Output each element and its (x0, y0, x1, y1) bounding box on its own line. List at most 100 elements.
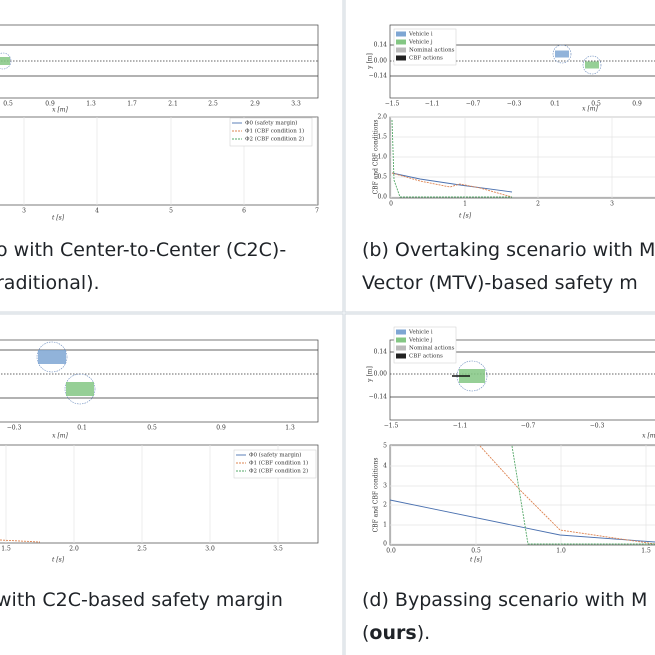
legend-label: Vehicle i (408, 32, 433, 38)
x-tick-label: 0.1 (550, 101, 560, 108)
caption-line: with C2C-based safety margin (0, 589, 283, 611)
legend-swatch (396, 329, 406, 335)
x-tick-label: −0.3 (7, 425, 22, 432)
safety-circle (552, 44, 572, 64)
x-tick-label: 0.5 (591, 101, 601, 108)
legend-label: Nominal actions (409, 48, 455, 54)
legend-swatch (396, 31, 406, 37)
legend-label: Vehicle j (408, 338, 433, 344)
y-tick-label: 0.14 (374, 349, 388, 356)
vehicle (555, 50, 569, 58)
x-tick-label: 1.7 (127, 101, 137, 108)
y-tick-label: 0.00 (374, 58, 388, 65)
x-tick-label: 7 (315, 208, 319, 215)
legend-swatch (396, 337, 406, 343)
curve (479, 445, 655, 545)
x-axis-label: t [s] (52, 215, 65, 222)
legend-swatch (396, 55, 406, 61)
y-tick-label: 0.0 (377, 194, 387, 201)
x-tick-label: 0.5 (147, 425, 157, 432)
vehicle (459, 369, 485, 383)
x-tick-label: 0.9 (632, 101, 642, 108)
safety-circle (36, 341, 68, 373)
curve (391, 172, 513, 193)
legend-label: Vehicle j (408, 40, 433, 46)
x-tick-label: 1.5 (641, 548, 651, 555)
y-tick-label: 1.0 (377, 154, 387, 161)
x-axis-label: x [m] (582, 106, 598, 113)
y-tick-label: 5 (383, 443, 387, 450)
x-tick-label: 2.5 (208, 101, 218, 108)
y-axis-label: CBF and CBF conditions (373, 458, 380, 533)
x-tick-label: 6 (242, 208, 246, 215)
legend-label: CBF actions (409, 354, 443, 360)
x-axis-label: t [s] (470, 557, 483, 564)
x-tick-label: 3.0 (205, 546, 215, 553)
legend-swatch (396, 39, 406, 45)
y-tick-label: 2 (383, 502, 387, 509)
x-tick-label: −0.3 (507, 101, 522, 108)
y-tick-label: 0.5 (377, 174, 387, 181)
y-axis-label: y [m] (367, 366, 374, 383)
x-axis-label: x [m] (52, 433, 68, 440)
plot-frame (389, 444, 655, 546)
x-tick-label: 1 (463, 201, 467, 208)
x-tick-label: 4 (95, 208, 99, 215)
x-tick-label: 0.1 (77, 425, 87, 432)
safety-circle (582, 55, 602, 75)
legend-label: Nominal actions (409, 346, 455, 352)
y-tick-label: 1 (383, 522, 387, 529)
legend-label: Φ1 (CBF condition 1) (249, 460, 308, 467)
y-tick-label: 2.0 (377, 114, 387, 121)
x-axis-label: t [s] (52, 557, 65, 564)
y-tick-label: 0 (383, 541, 387, 548)
vehicle (38, 350, 66, 364)
y-tick-label: 0.00 (374, 371, 388, 378)
plot-frame (389, 116, 655, 199)
x-tick-label: −1.1 (453, 423, 468, 430)
safety-circle (456, 360, 488, 392)
caption-line: (d) Bypassing scenario with M (362, 589, 647, 611)
curve (391, 172, 513, 198)
x-tick-label: 2.5 (137, 546, 147, 553)
legend-label: Φ1 (CBF condition 1) (245, 128, 304, 135)
x-tick-label: 1.0 (556, 548, 566, 555)
x-axis-label: x [m] (52, 107, 68, 114)
x-tick-label: 2.1 (168, 101, 178, 108)
x-tick-label: −0.3 (590, 423, 605, 430)
caption-line: (ours). (362, 622, 430, 644)
safety-circle (0, 52, 12, 70)
x-tick-label: 2.9 (250, 101, 260, 108)
y-tick-label: 0.14 (374, 42, 388, 49)
legend-box (233, 449, 317, 479)
y-tick-label: 1.5 (377, 134, 387, 141)
x-tick-label: −1.5 (384, 423, 399, 430)
x-tick-label: 3.3 (291, 101, 301, 108)
x-axis-label: x [m] (642, 433, 655, 440)
caption-line: o with Center-to-Center (C2C)- (0, 239, 286, 261)
curve (391, 119, 512, 198)
legend-label: Vehicle i (408, 330, 433, 336)
legend-label: Φ2 (CBF condition 2) (245, 136, 304, 143)
x-axis-label: t [s] (459, 213, 472, 220)
x-tick-label: 0.9 (216, 425, 226, 432)
x-tick-label: 0.5 (3, 101, 13, 108)
vehicle (66, 382, 94, 396)
x-tick-label: 3 (22, 208, 26, 215)
y-tick-label: −0.14 (369, 394, 388, 401)
x-tick-label: 0.9 (45, 101, 55, 108)
x-tick-label: 0.5 (471, 548, 481, 555)
caption-line: Vector (MTV)-based safety m (362, 272, 638, 294)
y-tick-label: −0.14 (369, 73, 388, 80)
legend-label: Φ2 (CBF condition 2) (249, 468, 308, 475)
x-tick-label: 3.5 (273, 546, 283, 553)
curve (511, 445, 655, 545)
y-axis-label: y [m] (367, 53, 374, 70)
curve (0, 539, 41, 543)
y-axis-label: CBF and CBF conditions (373, 120, 380, 195)
y-tick-label: 4 (383, 463, 387, 470)
x-tick-label: 2 (536, 201, 540, 208)
x-tick-label: 1.3 (86, 101, 96, 108)
x-tick-label: 0.0 (386, 548, 396, 555)
